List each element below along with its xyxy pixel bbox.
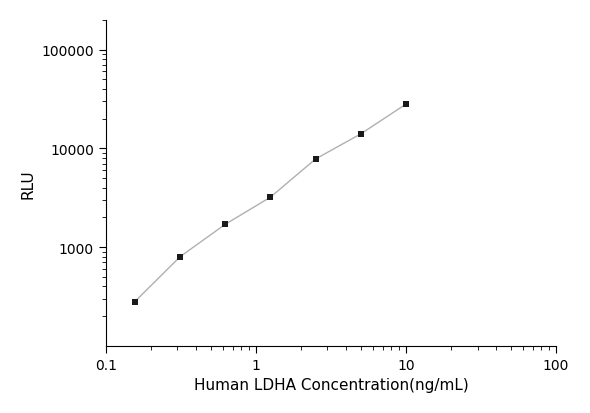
Point xyxy=(221,221,230,228)
X-axis label: Human LDHA Concentration(ng/mL): Human LDHA Concentration(ng/mL) xyxy=(194,377,468,392)
Point xyxy=(356,131,365,138)
Point xyxy=(401,102,411,108)
Point xyxy=(266,195,275,201)
Point xyxy=(130,299,139,305)
Y-axis label: RLU: RLU xyxy=(21,169,36,198)
Point xyxy=(175,254,185,260)
Point xyxy=(311,156,320,163)
